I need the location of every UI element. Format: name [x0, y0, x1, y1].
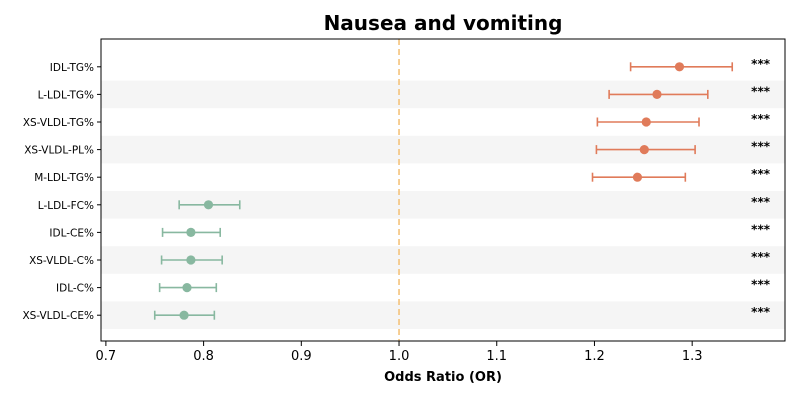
significance-label: ***: [751, 305, 771, 319]
significance-label: ***: [751, 278, 771, 292]
significance-labels: *** *** *** *** *** *** *** *** *** ***: [751, 57, 771, 319]
plot-frame: [100, 38, 786, 342]
category-label: XS-VLDL-CE%: [22, 310, 94, 322]
x-tick-label: 1.0: [389, 349, 410, 364]
point-estimate: [182, 283, 192, 293]
category-label: XS-VLDL-PL%: [24, 145, 94, 157]
point-estimate: [632, 172, 643, 182]
significance-label: ***: [751, 195, 771, 209]
chart-title: Nausea and vomiting: [324, 11, 563, 35]
significance-label: ***: [751, 84, 771, 98]
x-tick-label: 1.3: [682, 349, 703, 364]
significance-label: ***: [751, 140, 771, 154]
x-tick-label: 0.7: [96, 349, 117, 364]
point-estimate: [641, 117, 651, 127]
x-axis-label: Odds Ratio (OR): [384, 370, 502, 385]
category-label: M-LDL-TG%: [34, 172, 94, 184]
category-label: IDL-TG%: [50, 62, 94, 74]
point-estimate: [186, 255, 196, 265]
significance-label: ***: [751, 250, 771, 264]
category-label: IDL-C%: [56, 283, 94, 295]
point-estimate: [179, 310, 189, 320]
category-label: XS-VLDL-C%: [29, 255, 94, 267]
category-label: L-LDL-FC%: [38, 200, 94, 212]
significance-label: ***: [751, 112, 771, 126]
category-label: IDL-CE%: [49, 227, 94, 239]
point-estimate: [203, 200, 214, 210]
x-tick-label: 1.1: [486, 349, 507, 364]
x-tick-label: 0.9: [291, 349, 312, 364]
plot-marks: [153, 62, 734, 320]
category-label: XS-VLDL-TG%: [23, 117, 94, 129]
point-estimate: [186, 227, 196, 237]
x-tick-label: 1.2: [584, 349, 605, 364]
category-label: L-LDL-TG%: [38, 89, 94, 101]
point-estimate: [652, 89, 662, 99]
x-tick-label: 0.8: [193, 349, 214, 364]
point-estimate: [639, 145, 649, 155]
x-axis: 0.7 0.8 0.9 1.0 1.1 1.2 1.3: [96, 341, 703, 364]
significance-label: ***: [751, 57, 771, 71]
significance-label: ***: [751, 167, 771, 181]
y-axis: IDL-TG% L-LDL-TG% XS-VLDL-TG% XS-VLDL-PL% M-…: [22, 62, 101, 322]
significance-label: ***: [751, 222, 771, 236]
point-estimate: [674, 62, 685, 72]
